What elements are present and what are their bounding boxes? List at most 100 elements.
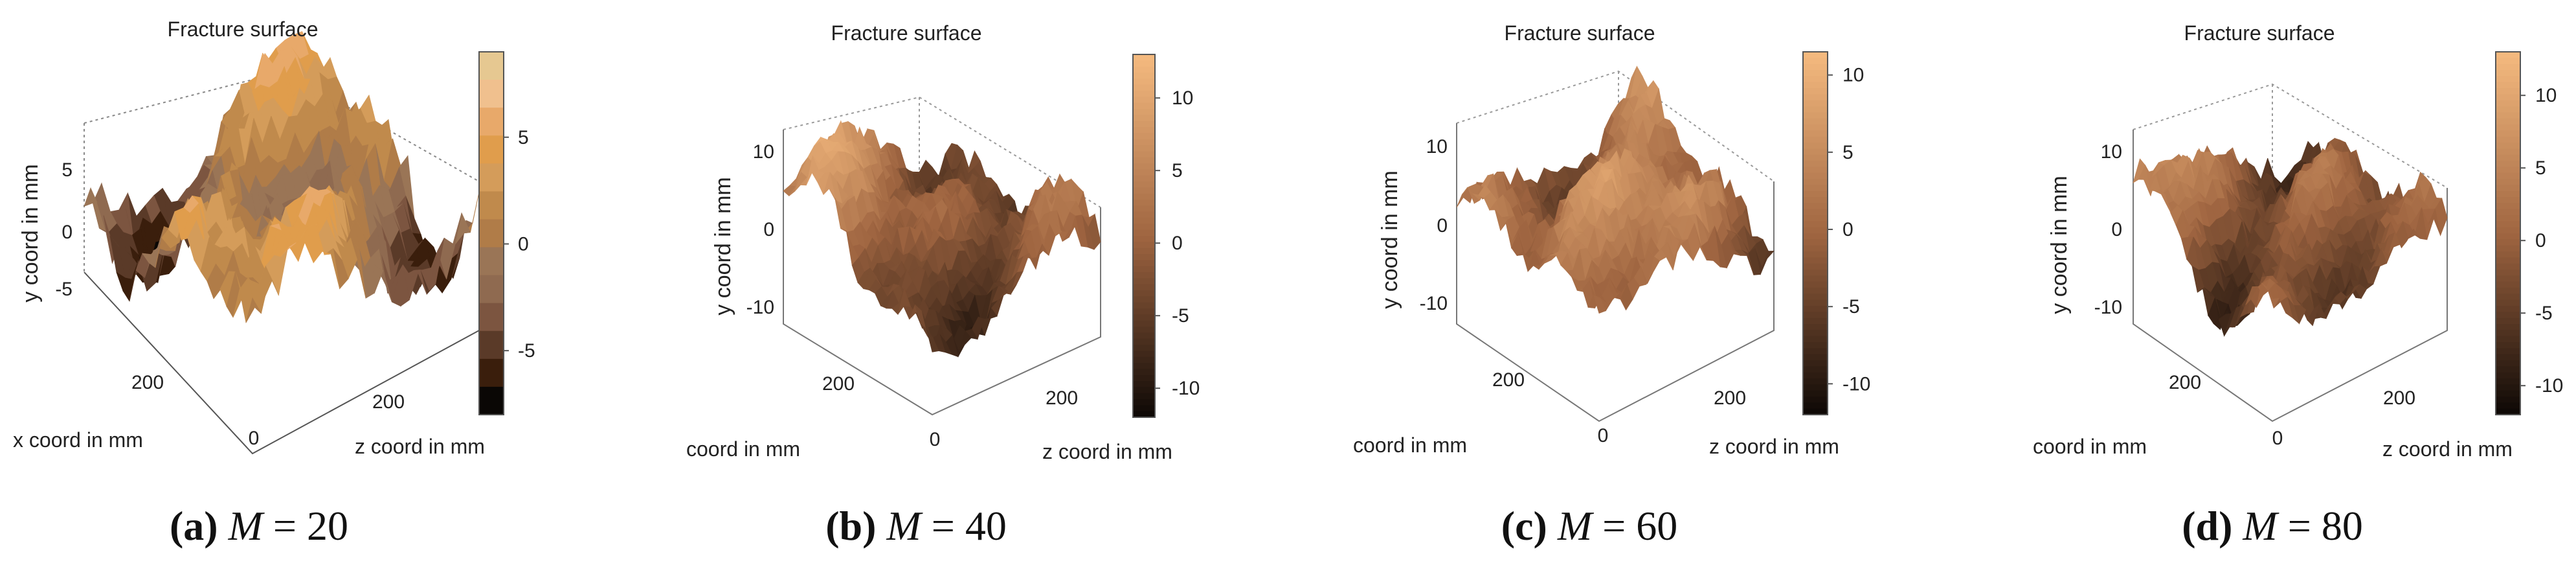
x-tick-label: 200 [822, 373, 855, 395]
y-axis-label: y coord in mm [2047, 176, 2072, 314]
colorbar-segment [2496, 154, 2520, 161]
y-tick-label: -10 [746, 297, 774, 318]
colorbar-segment [479, 163, 504, 192]
colorbar-segment [2496, 342, 2520, 349]
colorbar-segment [2496, 270, 2520, 277]
colorbar-segment [2496, 70, 2520, 77]
colorbar-frame [2495, 51, 2521, 415]
colorbar-segment [1803, 227, 1828, 234]
colorbar-segment [1803, 161, 1828, 168]
x-tick-label: 200 [131, 372, 164, 393]
colorbar-segment [1133, 314, 1155, 321]
colorbar-segment [1133, 296, 1155, 303]
colorbar-segment [1133, 78, 1155, 86]
z-axis-label: z coord in mm [2382, 437, 2513, 461]
colorbar-segment [1803, 275, 1828, 282]
colorbar-segment [479, 330, 504, 360]
surface-facet [1593, 294, 1606, 314]
colorbar-tick-label: 5 [518, 127, 529, 148]
y-tick-label: -5 [55, 279, 73, 300]
colorbar-segment [1803, 190, 1828, 198]
z-tick-label: 200 [372, 391, 405, 413]
caption-value: = 20 [273, 503, 349, 549]
z-tick-label: 200 [1714, 387, 1746, 409]
colorbar-segment [1803, 336, 1828, 343]
colorbar-segment [1803, 294, 1828, 301]
chart-title: Fracture surface [168, 17, 319, 41]
caption-param: M [2243, 503, 2278, 549]
colorbar-segment [479, 191, 504, 220]
colorbar-segment [1803, 354, 1828, 361]
colorbar-segment [2496, 397, 2520, 404]
colorbar-segment [1133, 363, 1155, 370]
y-tick-label: 10 [753, 141, 774, 163]
colorbar-segment [1133, 163, 1155, 170]
colorbar-segment [2496, 330, 2520, 337]
colorbar-segment [1133, 73, 1155, 80]
colorbar-segment [1803, 143, 1828, 150]
caption-value: = 60 [1602, 503, 1678, 549]
colorbar-segment [1133, 332, 1155, 340]
colorbar-segment [479, 275, 504, 304]
colorbar-segment [1803, 408, 1828, 415]
colorbar-segment [1133, 218, 1155, 225]
x-axis-label: x coord in mm [13, 428, 143, 452]
caption-b: (b) M = 40 [745, 502, 1088, 550]
colorbar-segment [1803, 270, 1828, 277]
colorbar-segment [2496, 294, 2520, 301]
colorbar-frame [1132, 54, 1156, 418]
colorbar-segment [1133, 157, 1155, 164]
z-tick-label: 0 [930, 429, 941, 450]
colorbar-segment [1133, 369, 1155, 376]
colorbar-segment [1803, 100, 1828, 107]
colorbar-segment [2496, 317, 2520, 325]
colorbar-segment [1803, 63, 1828, 71]
x-axis-label: coord in mm [2033, 435, 2147, 458]
colorbar-segment [2496, 58, 2520, 65]
colorbar-segment [1133, 60, 1155, 67]
colorbar-tick-label: 10 [1172, 87, 1193, 109]
colorbar-segment [1133, 290, 1155, 297]
colorbar-tick-label: -10 [2535, 375, 2563, 397]
caption-param: M [228, 503, 263, 549]
colorbar-segment [1133, 248, 1155, 255]
colorbar-segment [1133, 381, 1155, 388]
panel-c: Fracture surface y coord in mm 10 0 -10 … [1321, 0, 1870, 565]
colorbar-segment [2496, 245, 2520, 252]
colorbar-segment [2496, 354, 2520, 361]
colorbar-segment [1803, 317, 1828, 325]
colorbar-segment [1803, 348, 1828, 355]
colorbar-segment [2496, 221, 2520, 228]
chart-title: Fracture surface [2184, 21, 2335, 45]
colorbar-tick-label: 10 [2535, 85, 2557, 106]
surface-mesh [783, 120, 1101, 358]
y-tick-label: 0 [1437, 215, 1448, 236]
colorbar-tick-label: 5 [1172, 160, 1183, 181]
colorbar-segment [1133, 115, 1155, 122]
z-tick-label: 0 [1598, 425, 1609, 446]
colorbar-tick-label: 5 [1842, 142, 1854, 163]
x-tick-label: 200 [1492, 369, 1525, 391]
colorbar: 10 5 0 -5 -10 [2495, 51, 2563, 415]
colorbar-segment [1803, 397, 1828, 404]
colorbar-segment [2496, 275, 2520, 282]
colorbar-segment [1133, 109, 1155, 116]
colorbar-segment [2496, 402, 2520, 409]
colorbar-segment [1133, 193, 1155, 200]
surface-plot-c: Fracture surface y coord in mm 10 0 -10 … [1353, 21, 1870, 458]
colorbar-segment [1133, 66, 1155, 73]
surface-mesh [2133, 137, 2448, 338]
colorbar-segment [479, 135, 504, 165]
axes-floor [2133, 130, 2448, 422]
caption-label: (a) [169, 503, 218, 549]
colorbar-segment [1803, 118, 1828, 125]
colorbar-segment [1133, 284, 1155, 291]
chart-title: Fracture surface [1505, 21, 1655, 45]
colorbar-segment [2496, 179, 2520, 186]
colorbar-segment [2496, 190, 2520, 198]
colorbar-tick-label: -5 [518, 340, 535, 362]
panel-d: Fracture surface y coord in mm 10 0 -10 … [1994, 0, 2563, 565]
colorbar-tick-label: 5 [2535, 157, 2546, 179]
colorbar-segment [2496, 136, 2520, 143]
colorbar-tick-label: 0 [1172, 233, 1183, 254]
